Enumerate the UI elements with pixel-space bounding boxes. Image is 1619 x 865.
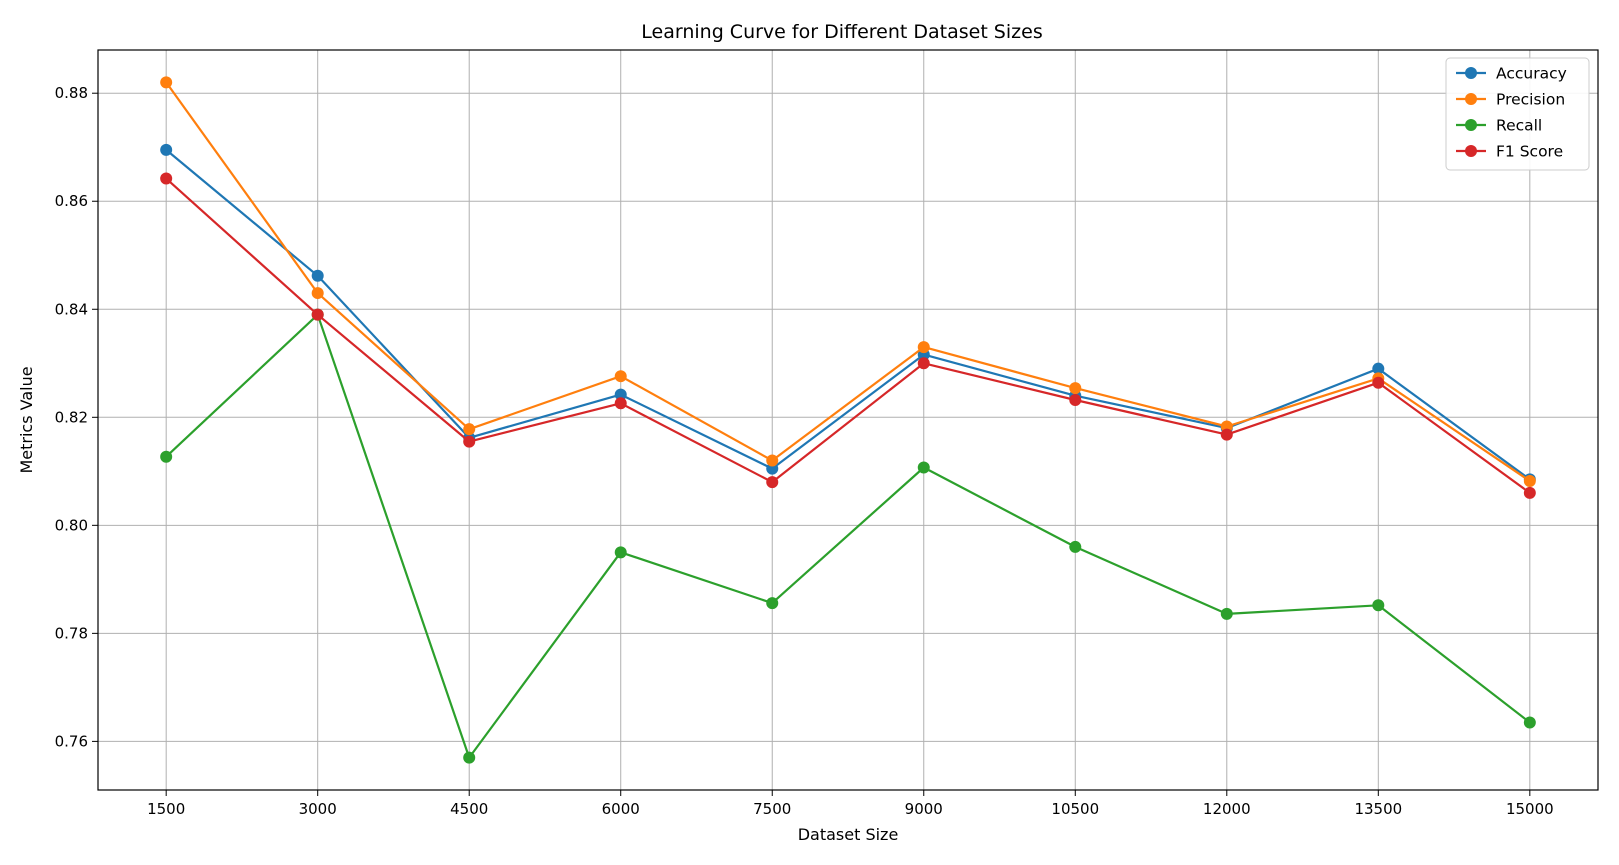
y-axis-label: Metrics Value [17, 366, 36, 473]
accuracy-point [160, 143, 173, 156]
f1-score-point [463, 435, 476, 448]
x-tick-label: 10500 [1051, 800, 1099, 818]
recall-line [165, 313, 1531, 759]
precision-series [160, 76, 1536, 488]
x-axis-ticks: 1500 3000 4500 6000 7500 9000 10500 12000 13500 1… [147, 790, 1554, 818]
y-tick-label: 0.84 [55, 300, 88, 318]
f1-score-point [917, 357, 930, 370]
legend-marker [1465, 145, 1477, 157]
recall-point [917, 461, 930, 474]
legend: Accuracy Precision Recall F1 Score [1445, 57, 1590, 171]
legend-item-recall: Recall [1456, 117, 1542, 135]
x-tick-label: 9000 [905, 800, 943, 818]
accuracy-point [614, 388, 627, 401]
x-tick-label: 6000 [602, 800, 640, 818]
precision-point [917, 341, 930, 354]
precision-point [766, 454, 779, 467]
f1-score-point [1069, 394, 1082, 407]
x-tick-label: 3000 [299, 800, 337, 818]
chart-title: Learning Curve for Different Dataset Siz… [641, 21, 1042, 43]
recall-point [1220, 607, 1233, 620]
legend-marker [1465, 93, 1477, 105]
precision-point [1069, 382, 1082, 395]
f1-score-point [1372, 376, 1385, 389]
grid-lines [98, 50, 1598, 790]
y-tick-label: 0.78 [55, 624, 88, 642]
precision-point [311, 287, 324, 300]
recall-series [160, 308, 1536, 764]
legend-item-f1-score: F1 Score [1456, 143, 1563, 161]
legend-label: Recall [1496, 117, 1542, 135]
f1-score-point [160, 172, 173, 185]
f1-score-series [160, 172, 1536, 499]
y-tick-label: 0.80 [55, 516, 88, 534]
f1-score-point [1220, 428, 1233, 441]
f1-score-point [311, 308, 324, 321]
x-tick-label: 7500 [753, 800, 791, 818]
recall-point [1523, 716, 1536, 729]
x-tick-label: 15000 [1506, 800, 1554, 818]
precision-line [165, 81, 1531, 482]
legend-item-precision: Precision [1456, 91, 1565, 109]
x-tick-label: 12000 [1203, 800, 1251, 818]
precision-point [463, 423, 476, 436]
y-tick-label: 0.76 [55, 732, 88, 750]
x-tick-label: 13500 [1354, 800, 1402, 818]
precision-point [614, 370, 627, 383]
recall-point [463, 751, 476, 764]
recall-point [766, 597, 779, 610]
y-axis-ticks: 0.76 0.78 0.80 0.82 0.84 0.86 0.88 [55, 84, 98, 750]
x-tick-label: 1500 [147, 800, 185, 818]
legend-label: Precision [1496, 91, 1565, 109]
accuracy-point [311, 269, 324, 282]
recall-point [1372, 599, 1385, 612]
recall-point [614, 546, 627, 559]
accuracy-line [165, 149, 1531, 481]
y-tick-label: 0.88 [55, 84, 88, 102]
f1-score-line [165, 177, 1531, 494]
legend-label: F1 Score [1496, 143, 1563, 161]
f1-score-point [614, 397, 627, 410]
f1-score-point [1523, 486, 1536, 499]
accuracy-point [1372, 362, 1385, 375]
x-tick-label: 4500 [450, 800, 488, 818]
recall-point [1069, 540, 1082, 553]
legend-marker [1465, 67, 1477, 79]
legend-marker [1465, 119, 1477, 131]
y-tick-label: 0.86 [55, 192, 88, 210]
legend-label: Accuracy [1496, 65, 1567, 83]
precision-point [1523, 475, 1536, 488]
y-tick-label: 0.82 [55, 408, 88, 426]
precision-point [160, 76, 173, 89]
x-axis-label: Dataset Size [798, 825, 899, 844]
legend-item-accuracy: Accuracy [1456, 65, 1567, 83]
f1-score-point [766, 476, 779, 489]
plot-frame [97, 49, 1599, 791]
recall-point [160, 450, 173, 463]
legend-box [1445, 57, 1590, 171]
series-layer [160, 76, 1536, 764]
